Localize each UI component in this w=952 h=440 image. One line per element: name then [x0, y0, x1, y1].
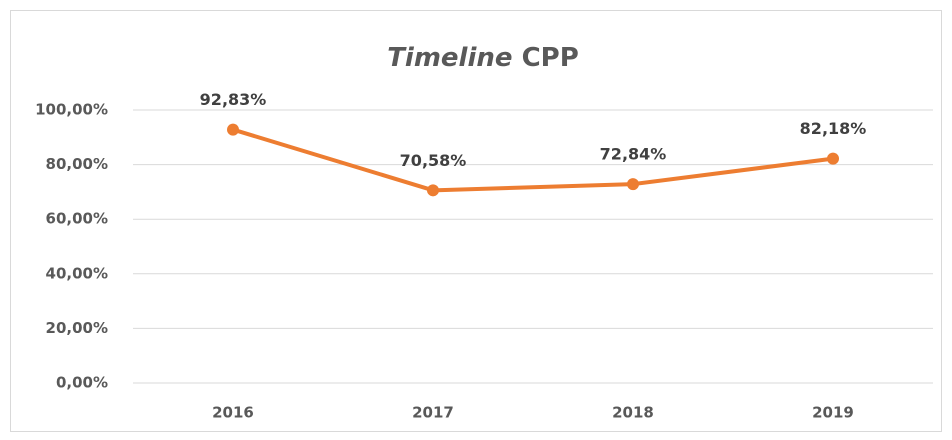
x-tick-label: 2019 [812, 404, 854, 422]
x-tick-label: 2018 [612, 404, 654, 422]
data-label: 92,83% [200, 90, 267, 109]
title-italic: Timeline [387, 43, 512, 73]
y-tick-label: 40,00% [46, 264, 108, 282]
y-tick-label: 80,00% [46, 155, 108, 173]
x-tick-label: 2016 [212, 404, 254, 422]
series-line [232, 127, 834, 193]
chart-title: Timeline CPP [387, 43, 579, 73]
title-bold: CPP [522, 43, 579, 73]
x-tick-label: 2017 [412, 404, 454, 422]
data-point [227, 123, 239, 136]
y-tick-label: 100,00% [35, 101, 108, 119]
y-tick-label: 20,00% [46, 319, 108, 337]
chart-frame [10, 10, 942, 432]
y-tick-label: 60,00% [46, 210, 108, 228]
data-label: 70,58% [400, 151, 467, 170]
data-label: 82,18% [800, 119, 867, 138]
data-point [627, 178, 639, 191]
data-label: 72,84% [600, 145, 667, 164]
data-point [827, 152, 839, 165]
y-tick-label: 0,00% [56, 374, 108, 392]
data-point [427, 184, 439, 197]
